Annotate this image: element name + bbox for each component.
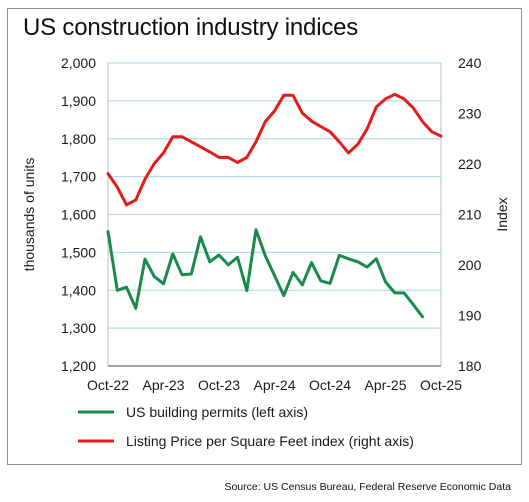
- series-line-listing-price-index: [106, 92, 443, 207]
- x-tick-label: Oct-22: [87, 377, 129, 393]
- gridlines: [108, 62, 441, 329]
- series-lines: [106, 92, 443, 319]
- right-tick-label: 200: [458, 257, 482, 273]
- right-tick-label: 210: [458, 207, 482, 223]
- left-tick-label: 1,600: [61, 207, 96, 223]
- right-tick-label: 220: [458, 156, 482, 172]
- x-tick-label: Oct-23: [198, 377, 240, 393]
- left-tick-label: 1,700: [61, 169, 96, 185]
- right-tick-label: 180: [458, 358, 482, 374]
- left-tick-label: 2,000: [61, 55, 96, 71]
- left-tick-label: 1,900: [61, 93, 96, 109]
- legend: US building permits (left axis) Listing P…: [78, 404, 414, 449]
- chart-frame: [7, 8, 522, 465]
- x-tick-label: Oct-25: [420, 377, 462, 393]
- x-tick-label: Apr-24: [253, 377, 295, 393]
- source-note: Source: US Census Bureau, Federal Reserv…: [224, 481, 511, 493]
- series-line-building-permits: [106, 228, 424, 319]
- right-axis-title: Index: [494, 197, 510, 231]
- axes: 2,000 1,900 1,800 1,700 1,600 1,500 1,400 1,300…: [21, 55, 510, 393]
- x-tick-label: Apr-25: [364, 377, 406, 393]
- right-tick-label: 240: [458, 55, 482, 71]
- left-tick-label: 1,500: [61, 244, 96, 260]
- legend-label: Listing Price per Square Feet index (rig…: [126, 433, 414, 449]
- legend-label: US building permits (left axis): [126, 404, 308, 420]
- right-tick-label: 230: [458, 106, 482, 122]
- left-axis-title: thousands of units: [21, 158, 37, 272]
- right-tick-label: 190: [458, 308, 482, 324]
- left-tick-label: 1,200: [61, 358, 96, 374]
- chart-title: US construction industry indices: [23, 14, 359, 41]
- left-tick-label: 1,400: [61, 282, 96, 298]
- left-tick-label: 1,300: [61, 320, 96, 336]
- x-tick-label: Oct-24: [309, 377, 351, 393]
- x-tick-label: Apr-23: [142, 377, 184, 393]
- left-tick-label: 1,800: [61, 131, 96, 147]
